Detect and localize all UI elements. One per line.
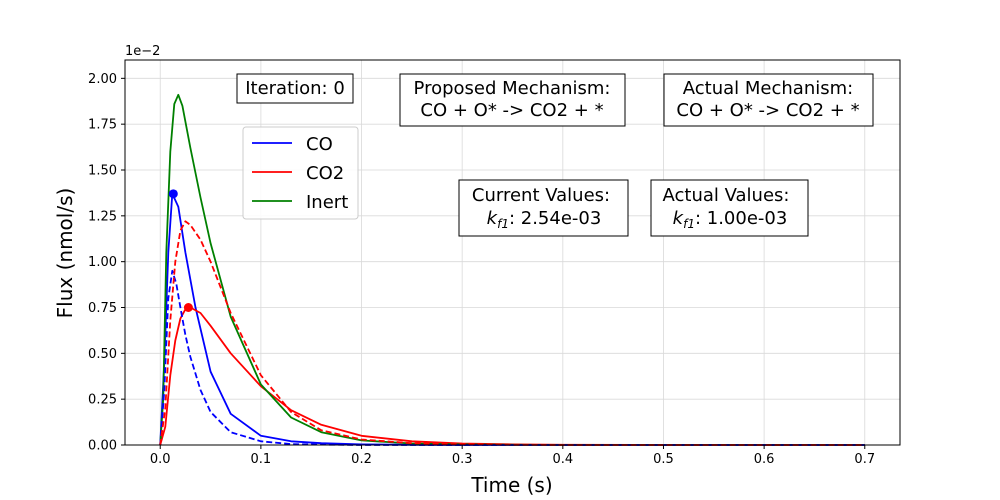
x-tick-label: 0.0 [150,452,171,467]
actual-values-line: kf1: 1.00e-03 [673,208,788,231]
series-line-series-3-dashed [159,269,865,446]
x-tick-label: 0.7 [854,452,875,467]
y-tick-label: 1.50 [88,164,117,179]
x-tick-label: 0.3 [452,452,473,467]
y-tick-label: 0.00 [88,439,117,454]
x-axis-label: Time (s) [470,473,552,497]
proposed-mechanism-equation: CO + O* -> CO2 + * [420,100,603,121]
legend-label-inert: Inert [306,192,348,213]
iteration-text: Iteration: 0 [245,78,345,99]
peak-markers [168,189,193,312]
actual-mechanism-equation: CO + O* -> CO2 + * [676,100,859,121]
proposed-mechanism-box: Proposed Mechanism: CO + O* -> CO2 + * [399,73,626,127]
actual-values-box: Actual Values: kf1: 1.00e-03 [650,179,809,237]
legend: CO CO2 Inert [242,126,359,220]
x-tick-label: 0.5 [653,452,674,467]
y-tick-label: 1.25 [88,209,117,224]
plot-frame [124,59,901,446]
y-tick-label: 1.75 [88,118,117,133]
current-values-title: Current Values: [472,185,610,206]
current-values-line: kf1: 2.54e-03 [487,208,602,231]
series-line-series-4-dashed [159,220,865,446]
y-tick-label: 0.75 [88,301,117,316]
y-tick-label: 1.00 [88,255,117,270]
y-tick-label: 2.00 [88,72,117,87]
actual-mechanism-box: Actual Mechanism: CO + O* -> CO2 + * [663,73,874,127]
axis-ticks: 0.0 0.1 0.2 0.3 0.4 0.5 0.6 0.7 0.00 0.25 0.50 0.75… [88,72,875,467]
y-offset-label: 1e−2 [125,44,160,59]
x-tick-label: 0.1 [251,452,272,467]
actual-k-value: : 1.00e-03 [695,208,787,229]
k-subscript: f1 [683,217,695,231]
proposed-mechanism-title: Proposed Mechanism: [414,78,611,99]
legend-label-co: CO [306,134,333,155]
legend-label-co2: CO2 [306,163,344,184]
x-tick-label: 0.2 [351,452,372,467]
series-line-co2 [159,306,865,446]
y-tick-label: 0.50 [88,347,117,362]
peak-marker-co2 [183,303,193,312]
k-symbol: k [487,208,499,229]
y-axis-label: Flux (nmol/s) [53,188,77,319]
x-tick-label: 0.4 [552,452,573,467]
y-tick-label: 0.25 [88,393,117,408]
current-values-box: Current Values: kf1: 2.54e-03 [458,179,629,237]
k-symbol: k [673,208,685,229]
x-tick-label: 0.6 [754,452,775,467]
actual-mechanism-title: Actual Mechanism: [683,78,853,99]
current-k-value: : 2.54e-03 [509,208,601,229]
actual-values-title: Actual Values: [663,185,790,206]
k-subscript: f1 [497,217,509,231]
iteration-box: Iteration: 0 [236,73,354,104]
peak-marker-co [168,189,178,199]
